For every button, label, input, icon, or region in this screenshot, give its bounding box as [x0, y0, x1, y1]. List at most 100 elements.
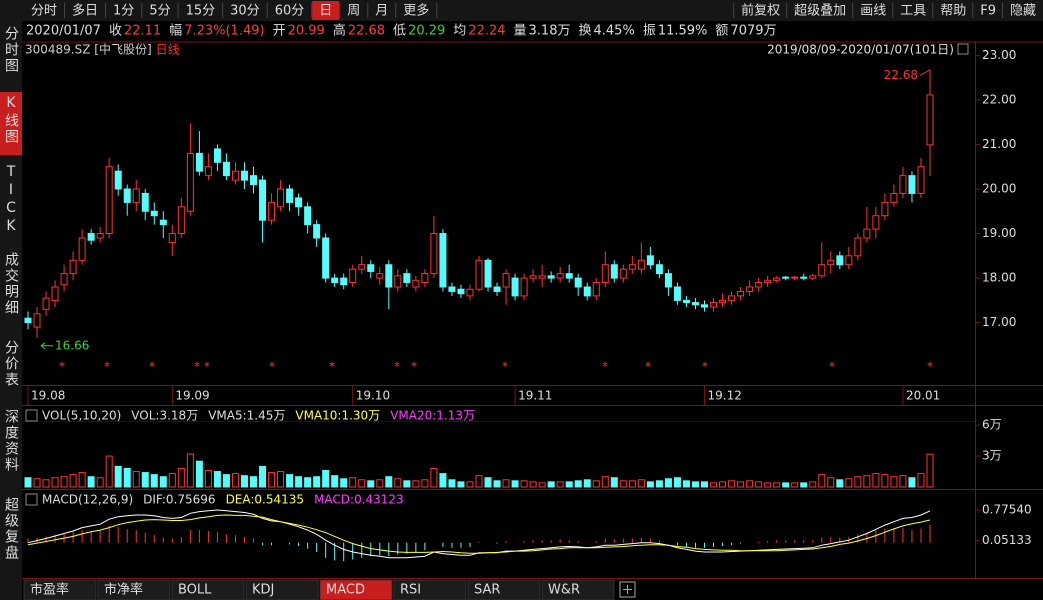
side-tab-bg: [0, 92, 22, 155]
settings-icon[interactable]: [957, 43, 969, 55]
side-tab[interactable]: K线图: [3, 95, 19, 145]
svg-text:*: *: [645, 360, 651, 374]
side-tab[interactable]: 超级复盘: [3, 497, 19, 561]
side-tab[interactable]: 分时图: [3, 26, 19, 74]
candle-body: [791, 276, 799, 279]
toolbar-button[interactable]: 多日: [72, 3, 98, 19]
toolbar-button[interactable]: 更多: [403, 3, 429, 19]
volume-bar: [818, 474, 826, 488]
y-tick-label: 20.00: [982, 182, 1016, 196]
toolbar-button-bg[interactable]: [312, 1, 340, 20]
side-tab[interactable]: TICK: [3, 164, 19, 236]
toolbar-button[interactable]: 1分: [113, 4, 134, 19]
toolbar-button[interactable]: 60分: [275, 4, 305, 19]
svg-text:*: *: [927, 360, 933, 374]
toolbar-button[interactable]: 隐藏: [1010, 4, 1036, 19]
toolbar-button[interactable]: 日: [319, 4, 332, 19]
candle-body: [926, 94, 934, 146]
toolbar-button[interactable]: F9: [980, 4, 996, 19]
bottom-tab[interactable]: BOLL: [178, 583, 212, 598]
y-tick-label: 19.00: [982, 226, 1016, 240]
toolbar-bg: [0, 0, 1043, 21]
toolbar-button[interactable]: 周: [347, 4, 360, 19]
svg-text:*: *: [194, 360, 200, 374]
bottom-tab[interactable]: RSI: [400, 583, 421, 598]
bottom-tab[interactable]: MACD: [326, 583, 365, 598]
toolbar-button[interactable]: 月: [375, 4, 388, 19]
candle-body: [701, 304, 708, 308]
candle-body: [728, 295, 736, 301]
candle-body: [394, 275, 402, 288]
candle-body: [51, 286, 59, 301]
bottom-tab[interactable]: SAR: [474, 583, 500, 598]
toolbar-button[interactable]: 15分: [186, 4, 216, 19]
volume-bar: [286, 474, 294, 488]
toolbar-button[interactable]: 超级叠加: [794, 4, 846, 19]
bottom-tab-bg[interactable]: [23, 579, 97, 600]
help-box[interactable]: [25, 493, 38, 506]
legend-item: VMA5:1.45万: [208, 409, 285, 423]
volume-bar: [908, 477, 916, 488]
volume-bar: [394, 478, 402, 488]
volume-bar: [448, 479, 456, 488]
candle-body: [520, 277, 528, 297]
volume-bar: [619, 480, 627, 488]
bottom-tab[interactable]: 市净率: [104, 582, 143, 598]
candle-body: [304, 206, 312, 226]
volume-bar: [42, 479, 50, 488]
x-tick-label: 19.10: [356, 389, 390, 403]
bottom-tab[interactable]: 市盈率: [30, 582, 69, 598]
volume-bar: [367, 480, 375, 488]
candle-body: [141, 192, 149, 212]
max-label: 22.68: [884, 68, 918, 82]
toolbar-button[interactable]: 画线: [860, 4, 886, 19]
bottom-tab-bg[interactable]: [467, 579, 541, 600]
volume-bar: [872, 473, 880, 488]
candle-body: [186, 152, 194, 212]
bottom-tab-bg[interactable]: [393, 579, 467, 600]
toolbar-button[interactable]: 前复权: [741, 3, 780, 19]
volume-bar: [755, 481, 763, 488]
stock-code: 300489.SZ [中飞股份]: [25, 42, 152, 57]
volume-bar: [331, 475, 339, 488]
bottom-tab-bg[interactable]: [97, 579, 171, 600]
sidebar-bg: [0, 21, 22, 600]
toolbar-button[interactable]: 工具: [900, 4, 926, 19]
toolbar-button[interactable]: 帮助: [940, 4, 966, 19]
toolbar-button[interactable]: 30分: [230, 4, 260, 19]
bottom-tab-bg[interactable]: [541, 579, 615, 600]
help-box[interactable]: [25, 409, 38, 422]
volume-bar: [691, 481, 699, 488]
candle-body: [412, 279, 420, 288]
info-label: 低: [393, 24, 406, 39]
side-tab[interactable]: 成交明细: [3, 252, 19, 316]
bottom-tab-bg[interactable]: [319, 579, 393, 600]
candle-body: [250, 175, 257, 186]
bottom-tab-bg[interactable]: [245, 579, 319, 600]
candle-body: [313, 224, 321, 239]
candle-body: [592, 282, 600, 297]
volume-bar: [511, 480, 519, 488]
bottom-tab-bg[interactable]: [171, 579, 245, 600]
side-tab[interactable]: 深度资料: [3, 409, 19, 473]
candle-body: [655, 264, 663, 275]
toolbar-button[interactable]: 5分: [149, 4, 170, 19]
y-tick-label: 18.00: [982, 271, 1016, 285]
bottom-tab[interactable]: KDJ: [252, 583, 274, 598]
volume-bar: [268, 472, 276, 488]
candle-body: [484, 259, 492, 288]
volume-bar: [141, 472, 149, 488]
side-tab[interactable]: 分价表: [3, 340, 19, 388]
add-tab[interactable]: [619, 581, 636, 598]
volume-bar: [96, 477, 104, 488]
candle-body: [863, 228, 871, 239]
candle-body: [710, 302, 718, 308]
volume-bar: [547, 481, 555, 488]
volume-bar: [556, 481, 564, 488]
macd-line: [27, 514, 931, 554]
bottom-tab[interactable]: W&R: [548, 583, 580, 598]
toolbar-button[interactable]: 分时: [31, 4, 57, 19]
info-value: 3.18万: [529, 24, 571, 39]
info-value: 20.99: [288, 24, 325, 39]
candle-body: [259, 179, 267, 221]
